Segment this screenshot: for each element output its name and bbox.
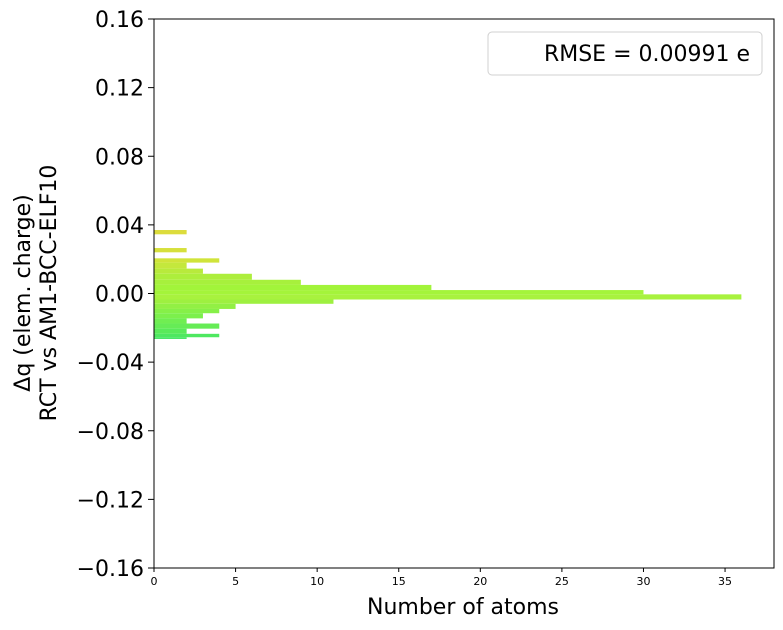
histogram-bar [154,273,252,280]
y-tick-label: −0.04 [77,351,144,376]
histogram-bar [154,318,187,324]
bars-group [154,230,742,339]
x-tick-label: 35 [718,575,732,588]
histogram-bar [154,328,187,334]
x-axis-label: Number of atoms [367,595,559,620]
y-tick-label: 0.00 [95,283,144,308]
histogram-bar [154,303,236,309]
y-axis-label-line-1: Δq (elem. charge) [11,194,36,391]
y-tick-label: 0.12 [95,77,144,102]
histogram-bar [154,299,334,304]
histogram-bar [154,337,187,339]
histogram-bar [154,230,187,235]
x-tick-label: 25 [555,575,569,588]
x-tick-label: 10 [310,575,324,588]
legend-text: RMSE = 0.00991 e [544,42,750,67]
legend-box [487,31,763,76]
histogram-bar [154,248,187,253]
y-tick-label: 0.08 [95,145,144,170]
histogram-bar [154,258,220,263]
histogram-bar [154,279,301,285]
histogram-bar [154,268,203,274]
y-axis-ticks: −0.16 −0.12 −0.08 −0.04 0.00 0.04 0.08 0.12 0.16 [77,8,154,582]
legend: RMSE = 0.00991 e [487,31,763,76]
x-tick-label: 5 [232,575,239,588]
histogram-bar [154,313,203,319]
histogram-bar [154,333,220,338]
histogram-bar [154,284,432,291]
x-tick-label: 15 [392,575,406,588]
y-tick-label: −0.08 [77,420,144,445]
x-tick-label: 20 [473,575,487,588]
histogram-bar [154,294,742,300]
x-tick-label: 30 [636,575,650,588]
histogram-bar [154,308,220,314]
x-tick-label: 0 [151,575,158,588]
y-tick-label: 0.04 [95,214,144,239]
histogram-bar [154,262,187,269]
y-tick-label: 0.16 [95,8,144,33]
y-tick-label: −0.12 [77,488,144,513]
y-tick-label: −0.16 [77,557,144,582]
y-axis-label: Δq (elem. charge) RCT vs AM1-BCC-ELF10 [11,165,62,422]
y-axis-label-line-2: RCT vs AM1-BCC-ELF10 [37,165,62,422]
histogram-bar [154,323,220,329]
x-axis-ticks: 0 5 10 15 20 25 30 35 [151,568,732,588]
histogram-bar [154,290,644,295]
